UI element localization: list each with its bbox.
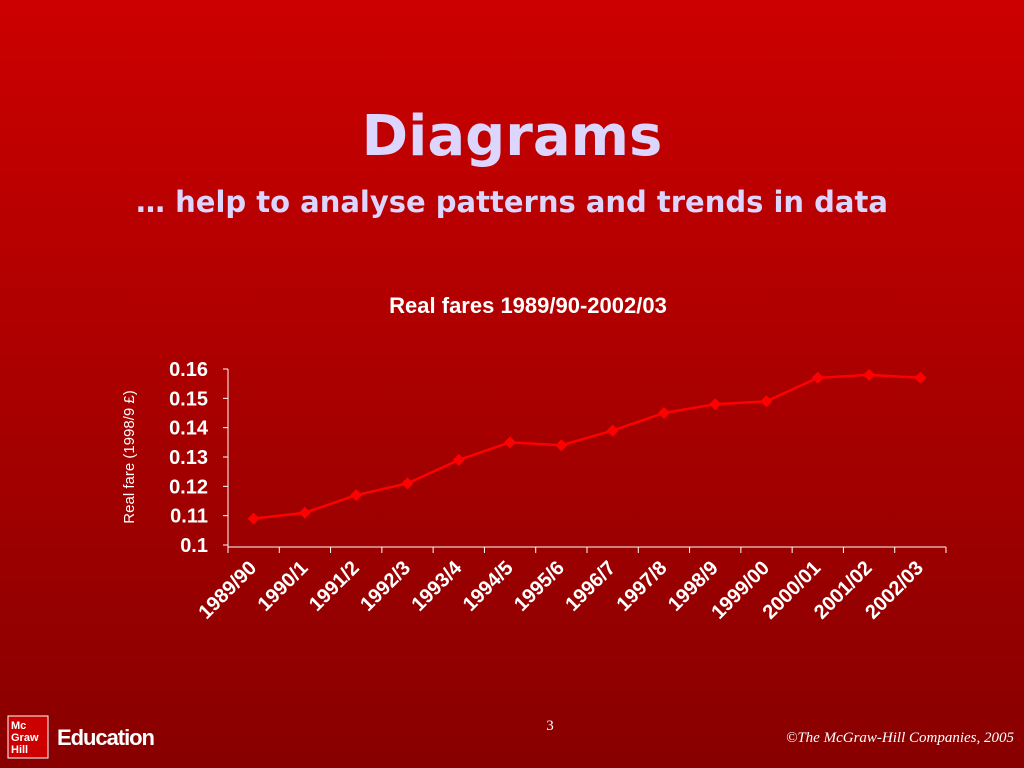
y-tick-label: 0.16	[169, 359, 208, 381]
logo-line: Hill	[11, 744, 28, 756]
data-marker	[863, 368, 876, 381]
data-marker	[247, 512, 260, 525]
data-line	[253, 373, 921, 520]
y-axis-label: Real fare (1998/9 £)	[121, 390, 138, 523]
logo-box	[7, 715, 49, 759]
y-tick-label: 0.14	[169, 418, 209, 440]
data-marker	[401, 477, 414, 490]
data-marker	[811, 371, 824, 384]
slide-title: Diagrams	[362, 104, 663, 169]
logo-line: Mc	[11, 720, 26, 732]
data-marker	[606, 424, 619, 437]
data-marker	[452, 453, 465, 466]
data-marker	[298, 506, 311, 519]
data-marker	[350, 489, 363, 502]
data-marker	[504, 436, 517, 449]
data-marker	[914, 371, 927, 384]
y-tick-label: 0.12	[169, 476, 208, 498]
page-number: 3	[546, 718, 554, 734]
slide-subtitle: … help to analyse patterns and trends in…	[136, 185, 888, 219]
y-tick-label: 0.13	[169, 447, 208, 469]
data-marker	[760, 395, 773, 408]
logo-text: Education	[57, 725, 155, 750]
logo-line: Graw	[11, 732, 39, 744]
data-marker	[657, 407, 670, 419]
chart-title: Real fares 1989/90-2002/03	[389, 293, 667, 318]
data-marker	[709, 398, 722, 411]
y-tick-label: 0.15	[169, 388, 208, 410]
copyright: ©The McGraw-Hill Companies, 2005	[786, 730, 1015, 746]
data-marker	[555, 439, 568, 452]
y-tick-label: 0.11	[170, 506, 208, 528]
y-tick-label: 0.1	[180, 535, 208, 557]
